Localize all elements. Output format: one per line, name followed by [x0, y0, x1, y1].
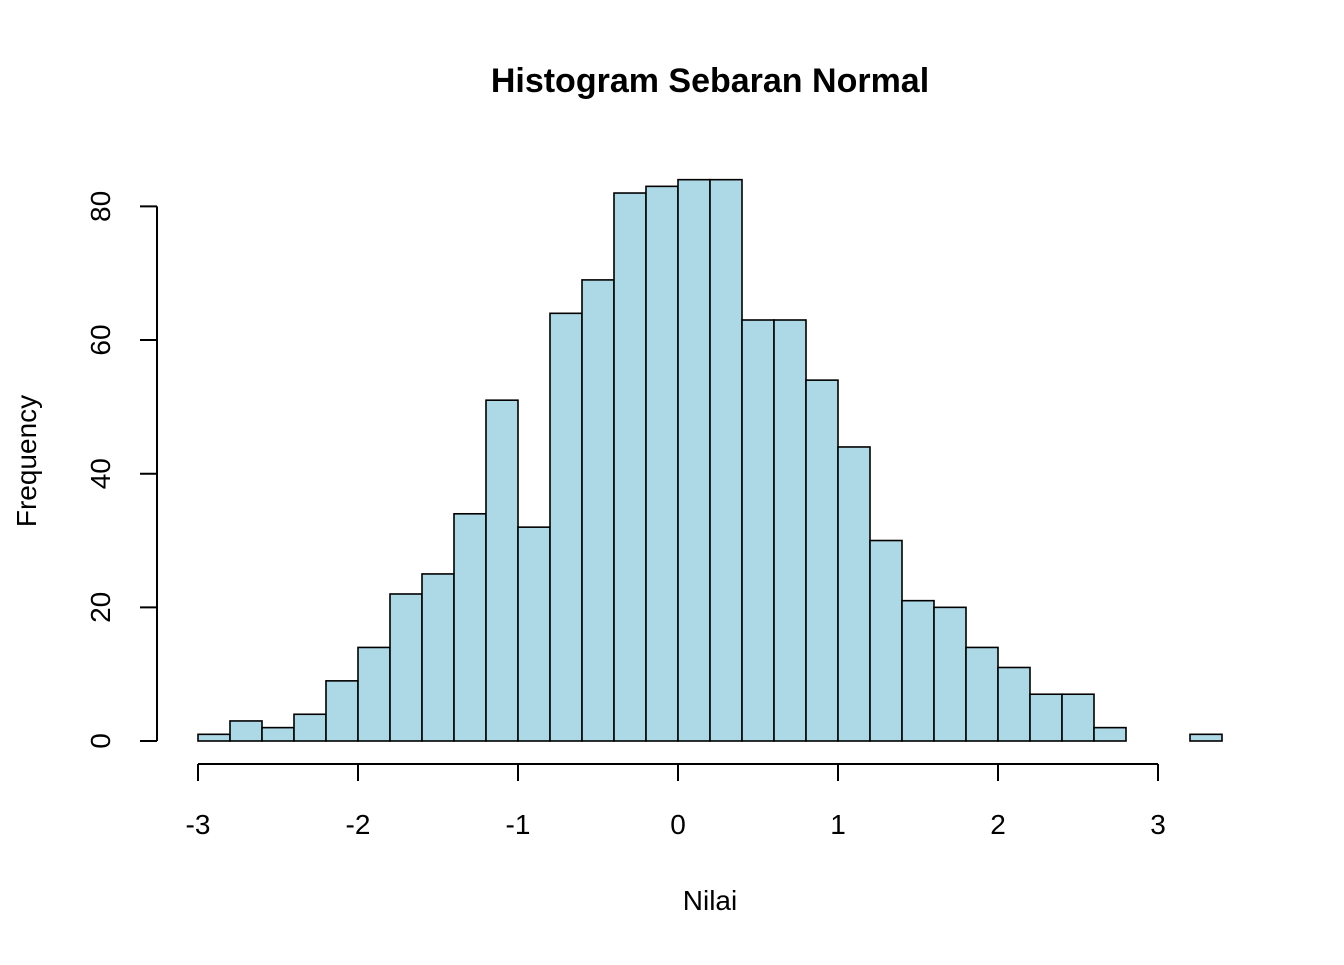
y-tick-label-1: 20: [85, 592, 116, 623]
histogram-bar-15: [677, 178, 711, 742]
y-tick-label-4: 80: [85, 191, 116, 222]
x-tick-label-2: -1: [506, 809, 531, 840]
histogram-bar-22: [901, 599, 935, 742]
histogram-bar-21: [869, 539, 903, 742]
histogram-bars: [197, 178, 1223, 742]
histogram-bar-31: [1189, 733, 1223, 742]
x-axis-label: Nilai: [683, 885, 737, 916]
histogram-bar-7: [421, 573, 455, 742]
x-axis: -3 -2 -1 0 1 2 3: [186, 763, 1166, 840]
histogram-bar-13: [613, 192, 647, 742]
histogram-bar-19: [805, 379, 839, 742]
histogram-bar-4: [325, 680, 359, 742]
histogram-bar-0: [197, 733, 231, 742]
y-tick-label-0: 0: [85, 733, 116, 749]
chart-title: Histogram Sebaran Normal: [491, 62, 929, 100]
x-tick-label-3: 0: [670, 809, 686, 840]
histogram-bar-2: [261, 726, 295, 742]
histogram-bar-10: [517, 526, 551, 742]
y-tick-label-2: 40: [85, 458, 116, 489]
histogram-bar-9: [485, 399, 519, 742]
y-axis-label: Frequency: [11, 395, 42, 527]
histogram-bar-16: [709, 178, 743, 742]
y-tick-label-3: 60: [85, 324, 116, 355]
histogram-bar-20: [837, 446, 871, 742]
y-axis: 0 20 40 60 80: [85, 191, 158, 749]
x-tick-label-4: 1: [830, 809, 846, 840]
histogram-bar-17: [741, 319, 775, 742]
x-tick-label-5: 2: [990, 809, 1006, 840]
histogram-bar-12: [581, 279, 615, 742]
histogram-bar-3: [293, 713, 327, 742]
histogram-bar-14: [645, 185, 679, 742]
histogram-bar-11: [549, 312, 583, 742]
histogram-bar-28: [1093, 726, 1127, 742]
x-tick-label-1: -2: [346, 809, 371, 840]
histogram-bar-23: [933, 606, 967, 742]
histogram-bar-6: [389, 593, 423, 742]
histogram-bar-1: [229, 720, 263, 742]
histogram-bar-8: [453, 512, 487, 742]
histogram-bar-5: [357, 646, 391, 742]
x-tick-label-6: 3: [1150, 809, 1166, 840]
histogram-bar-27: [1061, 693, 1095, 742]
histogram-bar-26: [1029, 693, 1063, 742]
histogram-bar-18: [773, 319, 807, 742]
histogram-bar-24: [965, 646, 999, 742]
histogram-bar-25: [997, 666, 1031, 742]
x-tick-label-0: -3: [186, 809, 211, 840]
